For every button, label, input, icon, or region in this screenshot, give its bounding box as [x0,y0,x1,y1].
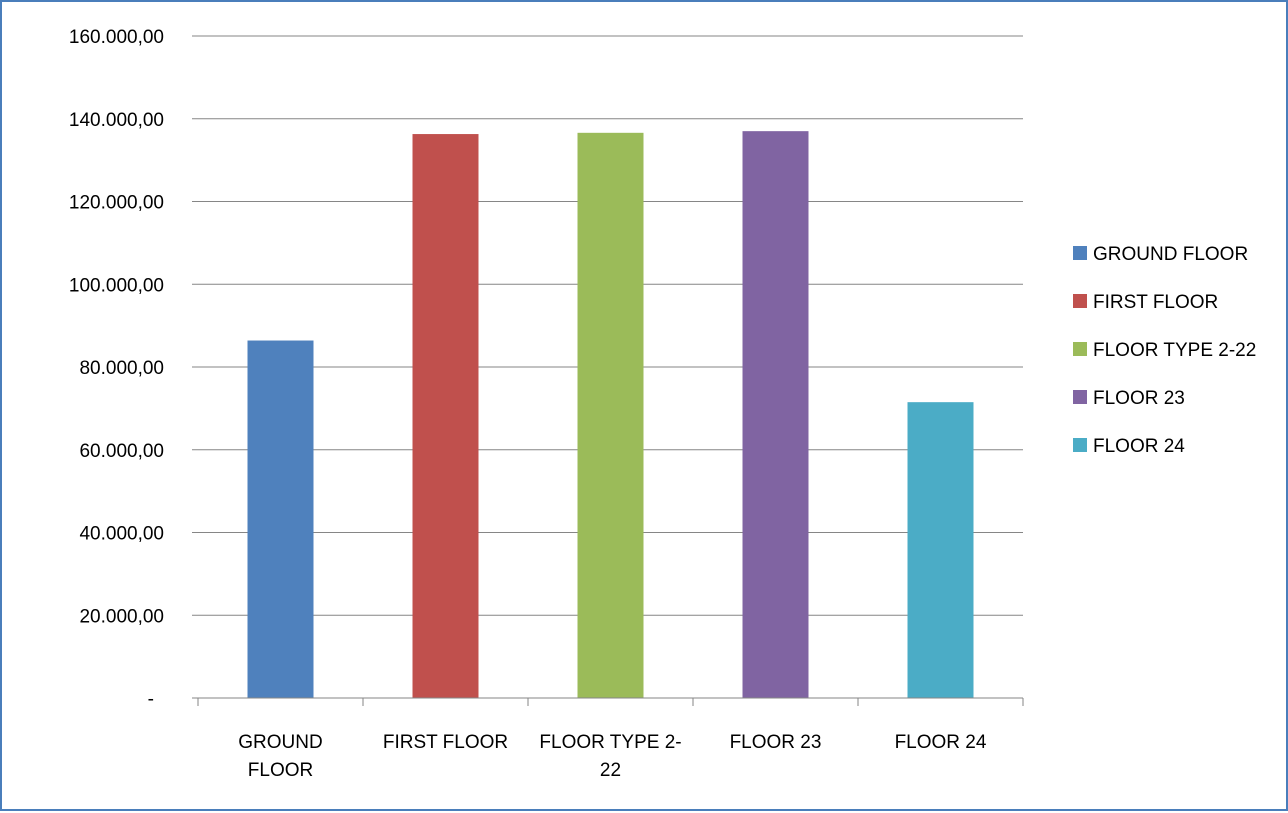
bar [742,131,809,699]
legend: GROUND FLOOR FIRST FLOOR FLOOR TYPE 2-22 FL… [1073,244,1256,457]
bar [577,132,644,698]
y-tick-label: 100.000,00 [69,275,164,296]
legend-label: GROUND FLOOR [1093,244,1248,265]
x-category-label: FLOOR [248,760,313,781]
y-tick-label: 20.000,00 [79,606,164,627]
bar [412,134,479,699]
legend-swatch [1073,246,1087,260]
x-category-label: FLOOR 23 [730,732,822,753]
x-category-label: FLOOR TYPE 2- [539,732,681,753]
y-tick-label: - [148,689,154,710]
x-category-label: 22 [600,760,621,781]
x-category-label: GROUND [238,732,322,753]
bars [247,131,974,699]
y-tick-label: 60.000,00 [79,441,164,462]
y-tick-label: 40.000,00 [79,524,164,545]
x-axis [197,697,1024,706]
legend-label: FIRST FLOOR [1093,292,1218,313]
legend-label: FLOOR 24 [1093,436,1185,457]
y-tick-label: 80.000,00 [79,358,164,379]
legend-label: FLOOR 23 [1093,388,1185,409]
legend-swatch [1073,390,1087,404]
legend-swatch [1073,342,1087,356]
x-axis-category-labels: GROUND FLOOR FIRST FLOOR FLOOR TYPE 2- 22 FLO… [238,732,987,781]
legend-label: FLOOR TYPE 2-22 [1093,340,1256,361]
x-category-label: FLOOR 24 [895,732,987,753]
legend-swatch [1073,294,1087,308]
bar [247,340,314,698]
y-tick-label: 160.000,00 [69,27,164,48]
y-tick-label: 140.000,00 [69,110,164,131]
bar [907,402,974,698]
y-axis-tick-labels: - 20.000,00 40.000,00 60.000,00 80.000,00 100… [69,27,164,710]
y-tick-label: 120.000,00 [69,193,164,214]
x-category-label: FIRST FLOOR [383,732,508,753]
legend-swatch [1073,438,1087,452]
